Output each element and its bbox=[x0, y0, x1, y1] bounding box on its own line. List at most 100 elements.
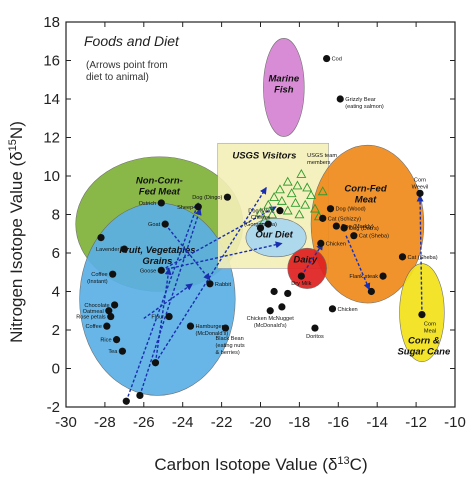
food-point-label: Oatmeal bbox=[83, 309, 104, 315]
food-point bbox=[367, 287, 375, 296]
x-tick-label: -14 bbox=[366, 414, 388, 431]
food-point bbox=[317, 239, 325, 247]
region-marine-fish bbox=[263, 38, 305, 137]
food-point-label: Cat (Schizzy) bbox=[328, 216, 361, 222]
y-tick-label: 14 bbox=[43, 91, 60, 108]
visitor-triangle bbox=[300, 199, 311, 209]
x-tick-label: -18 bbox=[289, 414, 311, 431]
food-point bbox=[109, 270, 117, 278]
region-dairy-label: Dairy bbox=[293, 255, 317, 266]
diet-arrows bbox=[125, 186, 424, 402]
diet-arrow bbox=[154, 186, 267, 364]
food-point bbox=[266, 307, 274, 315]
diet-arrow bbox=[300, 242, 324, 277]
visitor-triangle bbox=[259, 215, 270, 225]
x-tick-label: -10 bbox=[444, 414, 466, 431]
food-point-label: Grizzly Bear (eating salmon) bbox=[345, 97, 384, 110]
food-point bbox=[112, 336, 121, 344]
food-point-label: Flour bbox=[151, 315, 164, 321]
food-point bbox=[122, 397, 130, 405]
food-point-label: Dog (Wo... bbox=[248, 209, 275, 215]
food-point-label: Chicken bbox=[326, 241, 346, 247]
food-point-label: Dog (Maddy) bbox=[341, 224, 373, 230]
y-tick-label: 2 bbox=[52, 322, 60, 339]
region-labels: Non-Corn-Fed Meat Fruit, Vegetables Grains… bbox=[119, 74, 451, 358]
food-point-label: Flank steak bbox=[349, 274, 378, 280]
visitor-triangle bbox=[282, 176, 293, 186]
food-point bbox=[416, 189, 424, 197]
visitor-triangle bbox=[267, 209, 278, 219]
food-point bbox=[398, 253, 407, 261]
diet-arrow bbox=[161, 241, 283, 272]
food-point-label: Dog (Dingo) bbox=[192, 195, 222, 201]
food-point bbox=[284, 289, 292, 298]
food-point-labels: Cod Grizzly Bear (eating salmon) Ostrich Goa… bbox=[76, 57, 438, 357]
food-point bbox=[223, 193, 232, 201]
visitor-triangle bbox=[282, 205, 293, 215]
y-tick-label: 12 bbox=[43, 130, 60, 147]
region-usgs-visitors-label: USGS Visitors bbox=[232, 151, 296, 162]
chart-subtitle-line-2: diet to animal) bbox=[86, 72, 149, 83]
food-point-label: Dog (Deb's) bbox=[349, 226, 379, 232]
food-point-label: Cod bbox=[332, 57, 342, 63]
food-point bbox=[120, 245, 128, 253]
visitor-triangle bbox=[290, 197, 301, 207]
region-non-corn-fed-meat-label: Non-Corn-Fed Meat bbox=[136, 176, 183, 198]
visitor-triangle bbox=[274, 184, 285, 194]
visitor-triangle bbox=[317, 186, 328, 196]
chart-title: Foods and Diet bbox=[84, 33, 180, 49]
food-point bbox=[340, 224, 348, 232]
y-axis-title: Nitrogen Isotope Value (δ15N) bbox=[7, 121, 26, 343]
food-point bbox=[111, 301, 119, 309]
visitor-triangle bbox=[306, 190, 317, 200]
food-point bbox=[297, 272, 305, 280]
food-point bbox=[221, 324, 230, 332]
x-axis-title: Carbon Isotope Value (δ13C) bbox=[154, 455, 367, 474]
food-point bbox=[418, 311, 426, 319]
food-point bbox=[270, 287, 278, 296]
food-point-label: Tea bbox=[108, 349, 118, 355]
region-corn-sugar-cane-label: Corn & Sugar Cane bbox=[397, 335, 451, 357]
food-point bbox=[276, 207, 284, 215]
y-tick-label: 8 bbox=[52, 207, 60, 224]
y-tick-label: 4 bbox=[52, 284, 60, 301]
region-corn-fed-meat bbox=[310, 144, 425, 304]
food-point bbox=[350, 232, 358, 240]
food-point bbox=[311, 324, 319, 332]
diet-arrow bbox=[139, 208, 202, 396]
food-point-label: Corn Weevil bbox=[412, 177, 429, 190]
food-point bbox=[256, 224, 265, 232]
food-point bbox=[379, 272, 387, 280]
region-dairy bbox=[287, 247, 327, 289]
visitor-triangle bbox=[276, 195, 287, 205]
x-tick-label: -30 bbox=[55, 414, 77, 431]
region-fruit-vegetables-grains bbox=[79, 202, 236, 396]
food-point bbox=[157, 199, 165, 207]
food-point-label: Goat bbox=[148, 222, 161, 228]
food-point-label: Lavender bbox=[96, 247, 119, 253]
food-point-label: Corn Meal bbox=[424, 322, 436, 335]
region-fruit-vegetables-grains-label: Fruit, Vegetables Grains bbox=[119, 245, 195, 267]
y-tick-label: 10 bbox=[43, 168, 60, 185]
y-tick-label: 18 bbox=[43, 14, 60, 31]
y-tick-label: -2 bbox=[47, 399, 60, 416]
y-tick-label: 0 bbox=[52, 361, 60, 378]
x-tick-label: -24 bbox=[172, 414, 194, 431]
food-point bbox=[328, 305, 337, 313]
food-point bbox=[97, 234, 105, 242]
visitor-triangle bbox=[269, 192, 280, 201]
food-point-label: Cat (Sheba) bbox=[407, 255, 437, 261]
x-tick-label: -20 bbox=[250, 414, 272, 431]
food-point bbox=[194, 203, 202, 211]
region-our-diet-label: Our Diet bbox=[255, 230, 293, 241]
visitor-triangle bbox=[296, 168, 307, 178]
x-tick-label: -16 bbox=[327, 414, 349, 431]
food-point bbox=[107, 312, 115, 321]
food-point bbox=[278, 303, 286, 311]
visitor-triangle bbox=[286, 188, 297, 198]
chart-subtitle-line-1: (Arrows point from bbox=[86, 60, 168, 71]
region-marine-fish-label: Marine Fish bbox=[269, 74, 300, 96]
diet-regions bbox=[75, 38, 445, 396]
food-point-label: Rose petals bbox=[76, 315, 106, 321]
food-point-label: Dog (Wood) bbox=[336, 207, 366, 213]
